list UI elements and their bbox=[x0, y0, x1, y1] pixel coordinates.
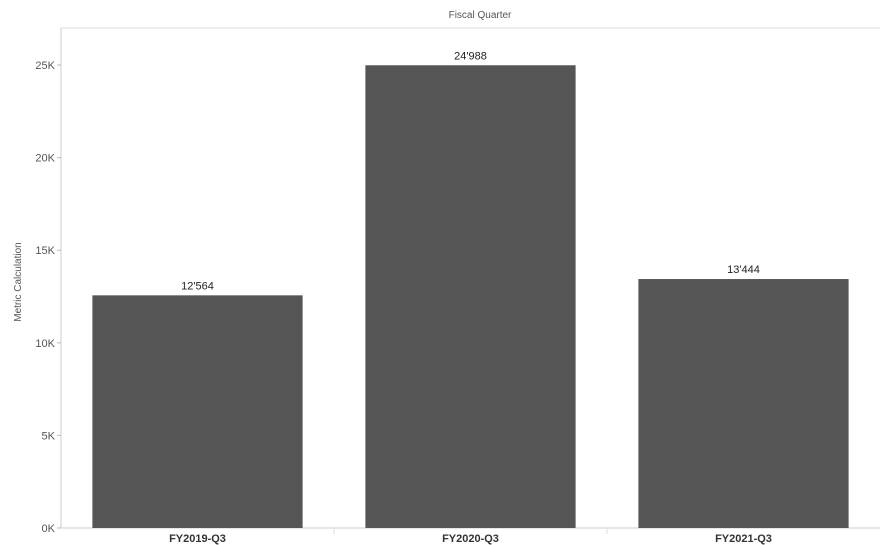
bar[interactable] bbox=[365, 65, 576, 528]
y-axis-title: Metric Calculation bbox=[13, 242, 24, 321]
x-axis-category-labels: FY2019-Q3 FY2020-Q3 FY2021-Q3 bbox=[169, 533, 772, 545]
bar-data-label: 24'988 bbox=[454, 50, 487, 62]
bar[interactable] bbox=[92, 295, 303, 528]
y-tick-label: 5K bbox=[42, 430, 56, 442]
bars-group bbox=[92, 65, 849, 528]
y-tick-label: 20K bbox=[35, 153, 55, 165]
data-labels-group: 12'564 24'988 13'444 bbox=[181, 50, 760, 292]
x-category-label: FY2019-Q3 bbox=[169, 533, 226, 545]
column-header-label: Fiscal Quarter bbox=[449, 10, 512, 21]
x-category-label: FY2020-Q3 bbox=[442, 533, 499, 545]
bar-data-label: 12'564 bbox=[181, 280, 214, 292]
bar-data-label: 13'444 bbox=[727, 264, 760, 276]
y-tick-label: 0K bbox=[42, 523, 56, 535]
y-tick-label: 15K bbox=[35, 245, 55, 257]
x-category-label: FY2021-Q3 bbox=[715, 533, 772, 545]
y-tick-label: 10K bbox=[35, 338, 55, 350]
y-axis-ticks: 0K 5K 10K 15K 20K 25K bbox=[35, 60, 61, 535]
bar[interactable] bbox=[638, 279, 849, 528]
y-tick-label: 25K bbox=[35, 60, 55, 72]
